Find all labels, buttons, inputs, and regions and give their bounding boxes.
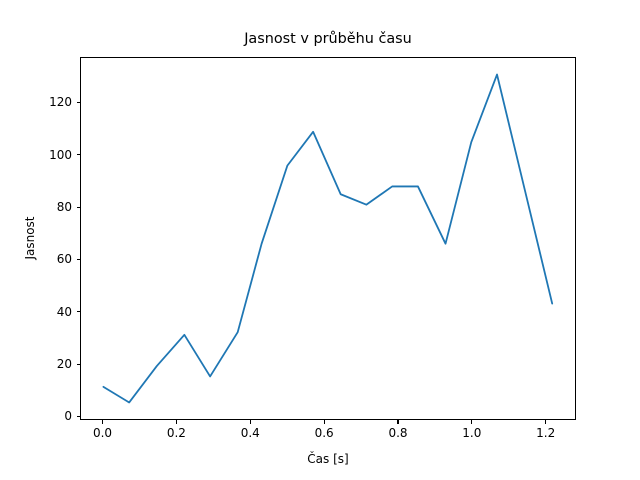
series-polyline: [103, 75, 552, 403]
y-tick-label: 0: [64, 409, 72, 424]
y-tick-mark: [76, 415, 80, 417]
x-tick-label: 0.4: [240, 426, 260, 440]
y-tick-label: 80: [56, 200, 72, 215]
y-tick-label: 60: [56, 252, 72, 267]
y-tick-label: 100: [49, 147, 72, 162]
x-tick-mark: [323, 420, 325, 424]
x-tick-mark: [397, 420, 399, 424]
y-tick-mark: [76, 154, 80, 156]
y-tick-label: 20: [56, 357, 72, 372]
y-tick-mark: [76, 101, 80, 103]
x-tick-label: 1.2: [536, 426, 556, 440]
x-tick-mark: [101, 420, 104, 424]
x-tick-label: 0.8: [388, 426, 408, 440]
x-tick-label: 1.0: [462, 426, 482, 440]
x-tick-label: 0.2: [166, 426, 186, 440]
x-tick-mark: [545, 420, 547, 424]
y-tick-label: 40: [56, 304, 72, 319]
x-tick-mark: [249, 420, 251, 424]
y-tick-mark: [76, 258, 80, 260]
line-series: [81, 58, 575, 419]
plot-area: [80, 57, 576, 420]
y-tick-mark: [76, 311, 80, 313]
x-tick-mark: [175, 420, 177, 424]
chart-title: Jasnost v průběhu času: [244, 31, 412, 47]
x-tick-mark: [471, 420, 473, 424]
y-tick-label: 120: [49, 95, 72, 110]
y-axis-label: Jasnost: [23, 216, 37, 260]
y-tick-mark: [76, 206, 80, 208]
x-tick-label: 0.6: [314, 426, 334, 440]
x-axis-label: Čas [s]: [307, 452, 349, 466]
x-tick-label: 0.0: [92, 426, 113, 440]
y-tick-mark: [76, 363, 80, 365]
